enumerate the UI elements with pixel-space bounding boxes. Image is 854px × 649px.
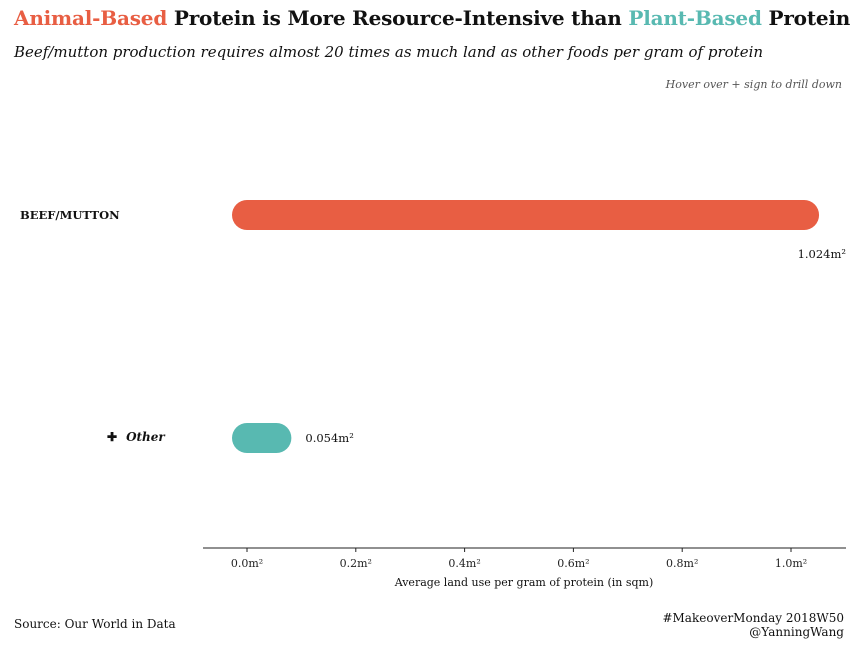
bar-other [232,423,292,453]
x-tick-label: 0.4m² [448,557,480,570]
category-label-beef-mutton: BEEF/MUTTON [20,208,120,222]
x-axis-label: Average land use per gram of protein (in… [394,576,654,589]
plus-icon[interactable]: ✚ [107,430,118,444]
x-tick-label: 0.6m² [557,557,589,570]
title-animal-based: Animal-Based [14,6,168,30]
credit-note: #MakeoverMonday 2018W50 @YanningWang [662,611,844,639]
credit-makeover: #MakeoverMonday 2018W50 [662,611,844,625]
x-tick-label: 0.8m² [666,557,698,570]
source-note: Source: Our World in Data [14,617,176,631]
title-mid: Protein is More Resource-Intensive than [167,6,629,30]
x-tick-label: 0.2m² [340,557,372,570]
category-label-other-text: Other [126,430,165,444]
title-plant-based: Plant-Based [628,6,762,30]
chart-title: Animal-Based Protein is More Resource-In… [14,6,850,30]
value-label-beef-mutton: 1.024m² [798,247,846,261]
drill-down-hint: Hover over + sign to drill down [665,78,842,91]
bar-beef-mutton [232,200,820,230]
x-tick-label: 0.0m² [231,557,263,570]
credit-author: @YanningWang [749,625,844,639]
x-tick-label: 1.0m² [775,557,807,570]
value-label-other: 0.054m² [305,431,353,445]
category-label-other[interactable]: ✚ Other [107,430,165,444]
chart-subtitle: Beef/mutton production requires almost 2… [14,43,764,61]
title-end: Protein [761,6,851,30]
